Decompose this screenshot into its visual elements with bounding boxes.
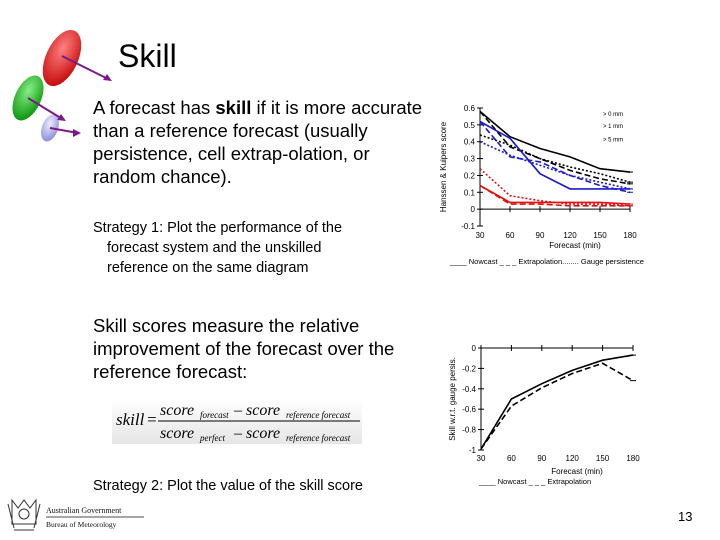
x-tick-label: 120	[563, 231, 577, 240]
x-tick-label: 90	[536, 231, 545, 240]
formula-num-minus: –	[233, 402, 243, 419]
threshold-label: > 5 mm	[603, 137, 623, 143]
x-tick-label: 150	[593, 231, 607, 240]
formula-den-sub1: perfect	[199, 433, 225, 443]
x-axis-label: Forecast (min)	[549, 241, 601, 250]
intro-text-2: if it is more accurate than a reference …	[93, 97, 423, 187]
intro-paragraph: A forecast has skill if it is more accur…	[93, 96, 423, 188]
x-tick-label: 120	[566, 454, 580, 463]
x-tick-label: 30	[477, 454, 486, 463]
strategy-1-line-2: forecast system and the unskilled	[107, 240, 322, 256]
strategy-1-line-3: reference on the same diagram	[107, 260, 309, 276]
formula-den-score2: score	[246, 425, 280, 442]
y-tick-label: -0.8	[462, 426, 476, 435]
crest-icon	[7, 498, 41, 531]
logo-line-1: Australian Government	[46, 506, 122, 515]
threshold-label: > 0 mm	[603, 112, 623, 118]
formula-num-sub2: reference forecast	[286, 410, 351, 420]
strategy-2-text: Strategy 2: Plot the value of the skill …	[93, 478, 363, 494]
y-tick-label: -0.1	[461, 222, 475, 231]
x-tick-label: 180	[626, 454, 640, 463]
logo-line-2: Bureau of Meteorology	[46, 520, 117, 529]
x-tick-label: 60	[507, 454, 516, 463]
y-tick-label: -0.4	[462, 385, 476, 394]
series-line-extrapolation-5-mm	[479, 184, 630, 207]
y-tick-label: 0.4	[464, 138, 476, 147]
formula-lhs: skill	[116, 410, 145, 429]
y-tick-label: 0.6	[464, 104, 476, 113]
hk-score-chart: 0.6 0.5 0.4 0.3 0.2 0.1 0 -0.130 60 90 120 150 180 Ha…	[439, 104, 644, 266]
formula-num-score2: score	[246, 402, 280, 419]
formula-eq: =	[146, 410, 157, 429]
series-line-nowcast	[480, 354, 634, 450]
x-axis-label: Forecast (min)	[551, 467, 603, 476]
chart-legend: ____ Nowcast _ _ _ Extrapolation........…	[449, 257, 644, 266]
intro-text-1: A forecast has	[93, 97, 216, 118]
chart-legend: ____ Nowcast _ _ _ Extrapolation	[478, 477, 591, 486]
skill-score-description: Skill scores measure the relative improv…	[93, 315, 395, 382]
formula-num-sub1: forecast	[200, 410, 229, 420]
strategy-1-line-1: Strategy 1: Plot the performance of the	[93, 220, 343, 236]
y-tick-label: -0.2	[462, 364, 476, 373]
y-tick-label: 0	[472, 344, 477, 353]
formula-den-score: score	[160, 425, 194, 442]
x-tick-label: 180	[623, 231, 637, 240]
series-line-gauge-persistence-5-mm	[479, 168, 631, 207]
skill-score-chart: 0 -0.2 -0.4 -0.6 -0.8 -130 60 90 120 150 180 Skill …	[448, 344, 640, 486]
x-tick-label: 30	[476, 231, 485, 240]
y-tick-label: 0.5	[464, 121, 476, 130]
y-tick-label: 0.2	[464, 171, 476, 180]
x-tick-label: 150	[596, 454, 610, 463]
threshold-label: > 1 mm	[603, 124, 623, 130]
y-axis-label: Hanssen & Kuipers score	[439, 121, 448, 212]
y-tick-label: -1	[469, 446, 477, 455]
y-tick-label: 0	[471, 205, 476, 214]
red-ball	[42, 29, 82, 87]
slide-title: Skill	[118, 38, 177, 74]
series-line-extrapolation	[480, 362, 634, 450]
y-tick-label: 0.1	[464, 188, 476, 197]
skill-score-formula: skill = score forecast – score reference…	[116, 402, 360, 443]
bom-logo: Australian Government Bureau of Meteorol…	[7, 498, 144, 531]
y-axis-label: Skill w.r.t. gauge persis.	[448, 357, 457, 441]
series-line-nowcast-0-mm	[479, 110, 631, 173]
series-line-nowcast-1-mm	[479, 120, 630, 190]
x-tick-label: 90	[537, 454, 546, 463]
x-tick-label: 60	[506, 231, 515, 240]
y-tick-label: -0.6	[462, 405, 476, 414]
intro-skill-bold: skill	[215, 97, 252, 118]
strategy-1-text: Strategy 1: Plot the performance of the …	[93, 218, 423, 278]
formula-den-sub2: reference forecast	[286, 433, 351, 443]
series-line-extrapolation-1-mm	[479, 120, 631, 194]
series-line-gauge-persistence-0-mm	[479, 134, 631, 183]
y-tick-label: 0.3	[464, 155, 476, 164]
formula-den-minus: –	[233, 425, 243, 442]
series-line-extrapolation-0-mm	[479, 110, 631, 185]
decorative-balls-graphic	[12, 29, 112, 142]
page-number: 13	[678, 509, 693, 524]
formula-num-score: score	[160, 402, 194, 419]
series-line-gauge-persistence-1-mm	[479, 140, 631, 190]
